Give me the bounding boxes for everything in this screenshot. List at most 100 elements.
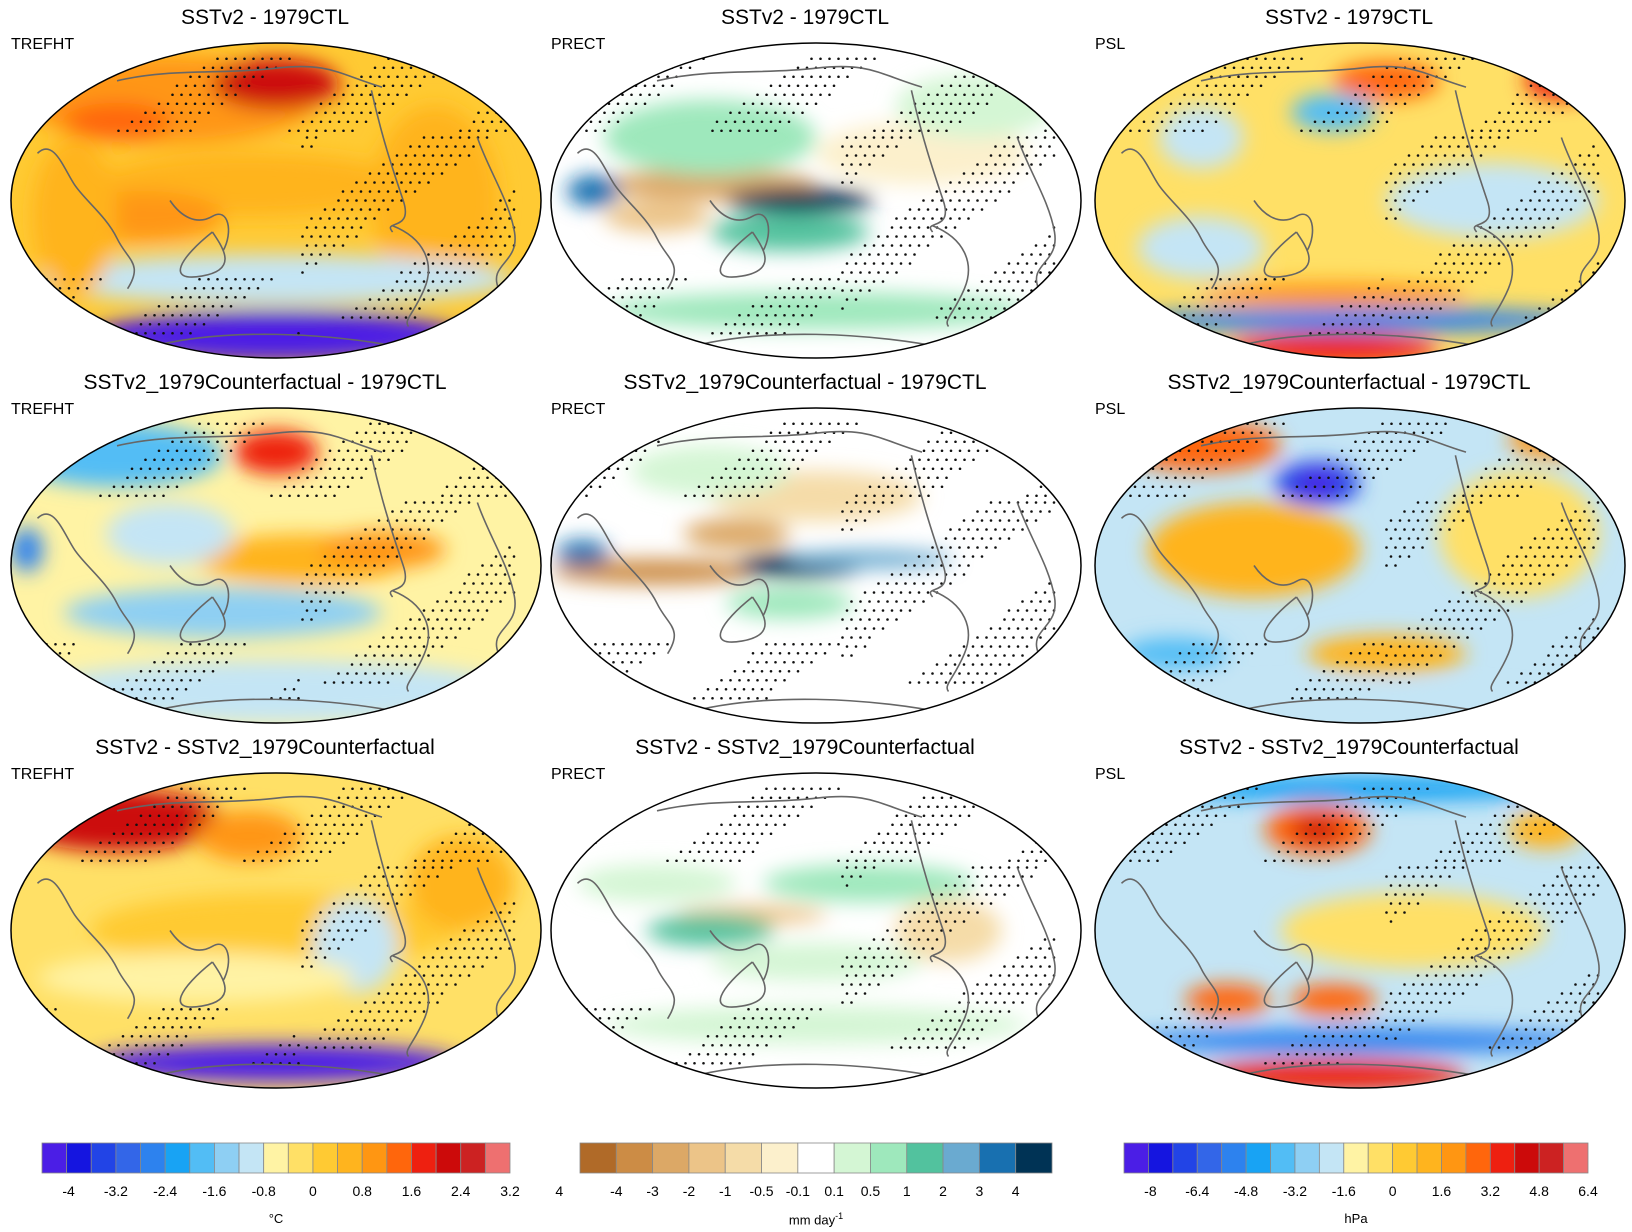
map-panel-0-1 xyxy=(550,42,1082,359)
colorbar-unit-label: mm day-1 xyxy=(576,1211,1056,1227)
colorbar-swatch xyxy=(140,1142,166,1174)
colorbar-tick-label: 4 xyxy=(1011,1183,1020,1199)
colorbar-swatch xyxy=(1148,1142,1174,1174)
field-anomaly-region xyxy=(1201,282,1466,308)
colorbar-swatch xyxy=(833,1142,871,1174)
panel-variable-label: PSL xyxy=(1095,401,1126,418)
panel-title: SSTv2_1979Counterfactual - 1979CTL xyxy=(1167,371,1531,394)
map-projection-border xyxy=(10,772,542,1089)
colorbar-tick-label: -1 xyxy=(718,1183,732,1199)
colorbar-swatch xyxy=(797,1142,835,1174)
colorbar-swatch xyxy=(1123,1142,1149,1174)
panel-title: SSTv2 - 1979CTL xyxy=(180,6,350,29)
field-anomaly-region xyxy=(566,175,620,207)
colorbar-swatch xyxy=(90,1142,117,1174)
map-panel-1-1 xyxy=(550,407,1082,724)
colorbar-tick-label: -0.8 xyxy=(251,1183,276,1199)
colorbar-tick-label: 2 xyxy=(939,1183,947,1199)
colorbar-tick-label: 3.2 xyxy=(1480,1183,1501,1199)
colorbar-swatch xyxy=(1294,1142,1320,1174)
field-anomaly-region xyxy=(37,254,515,305)
field-anomaly-region xyxy=(1333,61,1440,100)
colorbar-unit-label: °C xyxy=(268,1211,284,1226)
map-projection-border xyxy=(550,407,1082,724)
colorbar-precip xyxy=(579,1142,1053,1174)
field-anomaly-region xyxy=(895,899,1002,962)
panel-variable-label: PRECT xyxy=(551,36,606,53)
colorbar-swatch xyxy=(287,1142,314,1174)
coastlines xyxy=(576,795,1056,1080)
colorbar-tick-label: 0.5 xyxy=(860,1183,881,1199)
field-anomaly-region xyxy=(683,518,790,550)
colorbar-swatch xyxy=(66,1142,92,1174)
field-anomaly-region xyxy=(233,430,319,475)
colorbar-tick-label: -3 xyxy=(646,1183,659,1199)
colorbar-tick-label: 2.4 xyxy=(451,1183,471,1199)
coastlines xyxy=(1120,65,1600,350)
colorbar-swatch xyxy=(1015,1142,1053,1174)
colorbar-swatch xyxy=(460,1142,486,1174)
field-anomaly-region xyxy=(710,213,869,251)
field-anomaly-region xyxy=(784,549,954,569)
panel-variable-label: PRECT xyxy=(551,401,606,418)
field-anomaly-region xyxy=(725,187,875,214)
colorbar-swatch xyxy=(41,1142,68,1174)
field-anomaly-region xyxy=(725,587,854,620)
panel-title: SSTv2 - SSTv2_1979Counterfactual xyxy=(95,736,435,759)
panel-variable-label: TREFHT xyxy=(11,766,75,783)
map-projection-border xyxy=(1094,407,1626,724)
map-projection-border xyxy=(10,42,542,359)
colorbar-swatch xyxy=(361,1142,388,1174)
panel-title: SSTv2 - SSTv2_1979Counterfactual xyxy=(635,736,975,759)
colorbar-temp xyxy=(41,1142,511,1174)
field-anomaly-region xyxy=(1291,93,1376,132)
field-anomaly-region xyxy=(1296,472,1339,495)
colorbar-swatch xyxy=(688,1142,726,1174)
colorbar-swatch xyxy=(1392,1142,1418,1174)
colorbar-tick-label: -4 xyxy=(62,1183,75,1199)
coastlines xyxy=(36,430,516,715)
colorbar-swatch xyxy=(386,1142,412,1174)
coastlines xyxy=(36,795,516,1080)
colorbar-tick-label: -2.4 xyxy=(153,1183,178,1199)
field-anomaly-region xyxy=(1508,810,1583,849)
colorbar-tick-label: -1.6 xyxy=(1331,1183,1356,1199)
panel-title: SSTv2_1979Counterfactual - 1979CTL xyxy=(623,371,987,394)
map-panel-0-0 xyxy=(10,42,542,359)
colorbar-tick-label: 1.6 xyxy=(1431,1183,1452,1199)
colorbar-swatch xyxy=(906,1142,944,1174)
colorbar-swatch xyxy=(214,1142,240,1174)
colorbar-tick-label: 4.8 xyxy=(1529,1183,1549,1199)
field-anomaly-region xyxy=(11,527,43,572)
colorbar-swatch xyxy=(1441,1142,1467,1174)
panel-variable-label: PSL xyxy=(1095,36,1126,53)
field-anomaly-region xyxy=(1121,637,1228,670)
colorbar-tick-label: -1.6 xyxy=(202,1183,227,1199)
field-anomaly-region xyxy=(1291,817,1345,843)
colorbar-tick-label: 0.1 xyxy=(824,1183,844,1199)
colorbar-swatch xyxy=(652,1142,690,1174)
colorbar-tick-label: 0.8 xyxy=(352,1183,372,1199)
map-projection-border xyxy=(10,407,542,724)
colorbar-swatch xyxy=(761,1142,799,1174)
field-anomaly-region xyxy=(371,106,499,295)
colorbar-swatch xyxy=(579,1142,617,1174)
field-anomaly-region xyxy=(630,445,790,497)
panel-title: SSTv2 - SSTv2_1979Counterfactual xyxy=(1179,736,1519,759)
unit-superscript: -1 xyxy=(835,1211,844,1221)
field-anomaly-region xyxy=(1307,634,1466,673)
field-anomaly-region xyxy=(1148,502,1360,597)
colorbar-swatch xyxy=(1563,1142,1589,1174)
map-panel-2-1 xyxy=(550,772,1082,1089)
field-anomaly-region xyxy=(196,810,303,862)
colorbar-swatch xyxy=(411,1142,437,1174)
map-projection-border xyxy=(1094,772,1626,1089)
colorbar-tick-label: -6.4 xyxy=(1185,1183,1210,1199)
map-projection-border xyxy=(550,42,1082,359)
panel-variable-label: PSL xyxy=(1095,766,1126,783)
colorbar-swatch xyxy=(1343,1142,1369,1174)
panel-variable-label: TREFHT xyxy=(11,36,75,53)
field-anomaly-region xyxy=(1508,420,1615,459)
field-anomaly-region xyxy=(1121,1028,1599,1054)
